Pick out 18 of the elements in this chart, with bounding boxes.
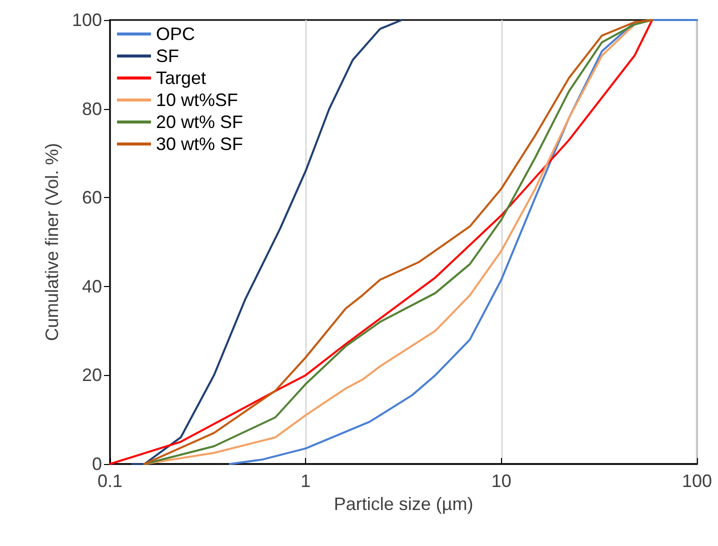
x-tick-label: 100 xyxy=(682,471,712,491)
y-tick-label: 80 xyxy=(82,98,102,119)
y-tick-label: 60 xyxy=(82,188,102,208)
y-tick-label: 0 xyxy=(92,454,102,474)
y-tick-label: 100 xyxy=(72,10,102,30)
legend-label: 20 wt% SF xyxy=(156,112,244,132)
legend-label: 30 wt% SF xyxy=(156,134,244,154)
x-tick-label: 10 xyxy=(491,471,512,491)
x-tick-label: 1 xyxy=(300,471,311,491)
y-axis-title: Cumulative finer (Vol. %) xyxy=(42,142,62,342)
x-tick-label: 0.1 xyxy=(97,471,123,491)
legend-label: SF xyxy=(156,46,180,66)
legend-label: Target xyxy=(156,68,206,88)
y-tick-label: 20 xyxy=(82,365,102,386)
x-axis-title: Particle size (µm) xyxy=(334,494,474,514)
legend-label: OPC xyxy=(156,24,196,44)
y-tick-label: 40 xyxy=(82,276,102,296)
legend-label: 10 wt%SF xyxy=(156,90,238,110)
